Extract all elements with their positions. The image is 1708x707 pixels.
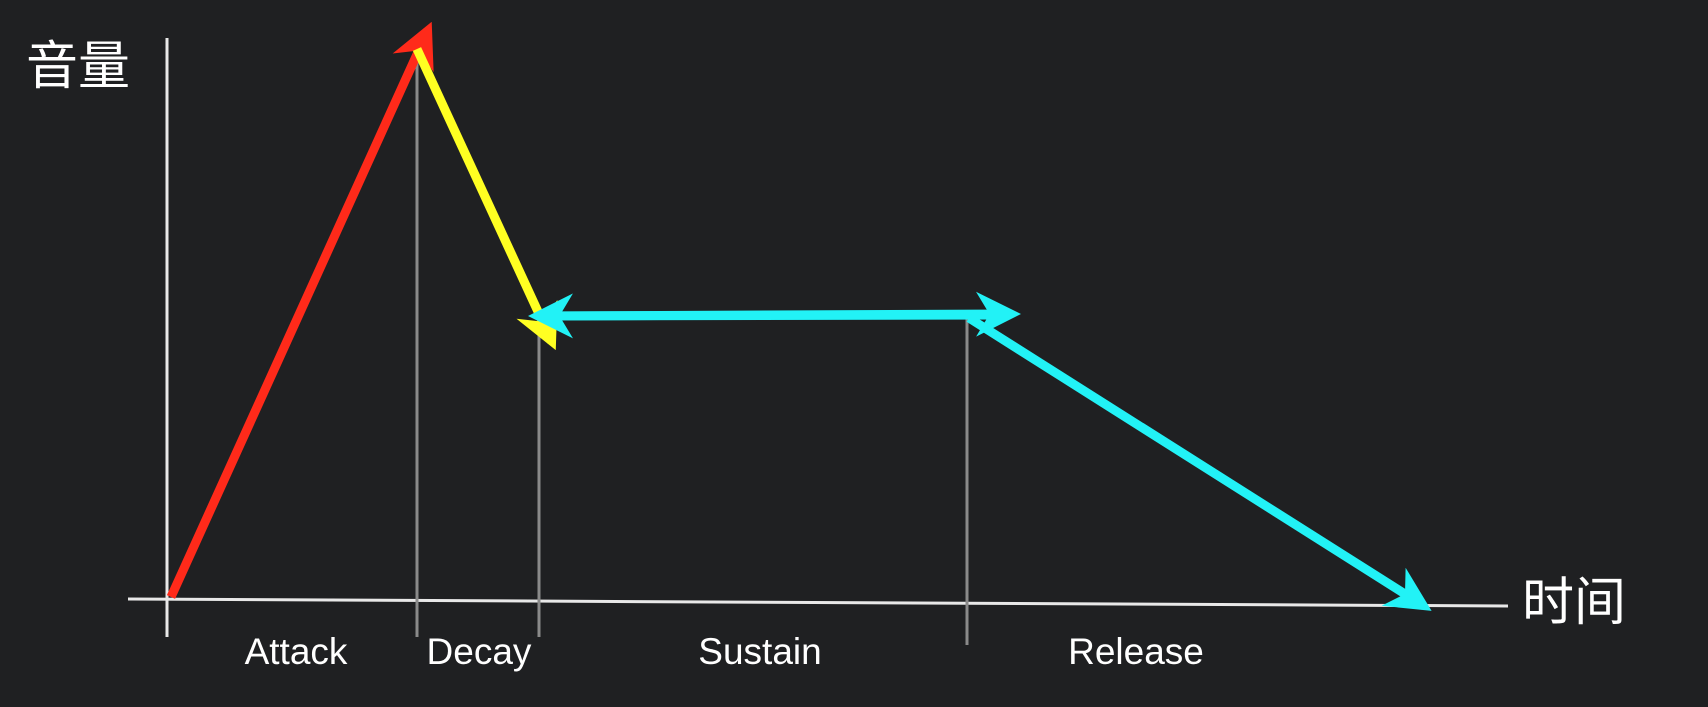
sustain-arrow-right [538,291,1021,337]
y-axis-label: 音量 [26,37,130,97]
attack-arrow [166,21,434,599]
phase-label: Decay [427,631,532,672]
phase-label: Attack [245,631,348,672]
decay-arrow [412,47,558,351]
release-arrow [966,314,1432,611]
x-axis [127,597,1509,608]
x-axis-label: 时间 [1522,573,1626,633]
phase-label: Release [1068,631,1204,672]
phase-label: Sustain [698,631,821,672]
